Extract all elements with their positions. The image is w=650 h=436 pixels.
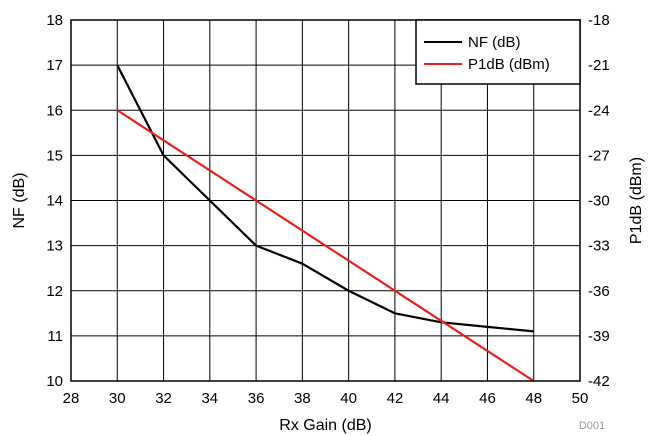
y2-tick-label: -42 <box>588 373 610 390</box>
y-tick-label: 10 <box>46 373 63 390</box>
x-tick-label: 34 <box>201 390 218 407</box>
figure-id-label: D001 <box>579 420 605 432</box>
legend-label-p1db: P1dB (dBm) <box>468 56 550 73</box>
series-line-p1db <box>116 109 535 382</box>
y-tick-label: 18 <box>46 12 63 29</box>
y-tick-label: 17 <box>46 57 63 74</box>
y-tick-label: 13 <box>46 238 63 255</box>
plot-series <box>116 64 535 382</box>
y2-tick-label: -30 <box>588 193 610 210</box>
y2-tick-label: -18 <box>588 12 610 29</box>
y-tick-label: 14 <box>46 193 63 210</box>
y-axis-title: NF (dB) <box>11 173 28 229</box>
series-line-nf <box>116 64 534 333</box>
x-tick-label: 38 <box>294 390 311 407</box>
legend-box <box>415 19 581 85</box>
y2-tick-label: -39 <box>588 328 610 345</box>
y-tick-label: 12 <box>46 283 63 300</box>
x-axis-title: Rx Gain (dB) <box>279 417 371 434</box>
y2-tick-label: -33 <box>588 238 610 255</box>
x-tick-label: 44 <box>433 390 450 407</box>
y2-tick-label: -36 <box>588 283 610 300</box>
x-tick-label: 40 <box>340 390 357 407</box>
x-tick-label: 50 <box>572 390 589 407</box>
y-tick-label: 15 <box>46 147 63 164</box>
x-tick-label: 28 <box>63 390 80 407</box>
x-tick-label: 30 <box>109 390 126 407</box>
tick-labels: 28 30 32 34 36 38 40 42 44 46 48 50 10 11 12 13 14 15 16 17… <box>46 12 609 407</box>
plot-frame <box>70 19 581 382</box>
y-tick-label: 11 <box>47 328 63 345</box>
y2-tick-label: -27 <box>588 147 610 164</box>
x-tick-label: 46 <box>479 390 496 407</box>
y2-tick-label: -21 <box>588 57 610 74</box>
legend-label-nf: NF (dB) <box>468 34 521 51</box>
y2-tick-label: -24 <box>588 102 610 119</box>
y-tick-label: 16 <box>46 102 63 119</box>
x-tick-label: 48 <box>525 390 542 407</box>
x-tick-label: 32 <box>155 390 172 407</box>
y2-axis-title: P1dB (dBm) <box>628 157 645 244</box>
legend: NF (dB) P1dB (dBm) <box>415 19 581 85</box>
x-tick-label: 36 <box>248 390 265 407</box>
x-tick-label: 42 <box>387 390 404 407</box>
